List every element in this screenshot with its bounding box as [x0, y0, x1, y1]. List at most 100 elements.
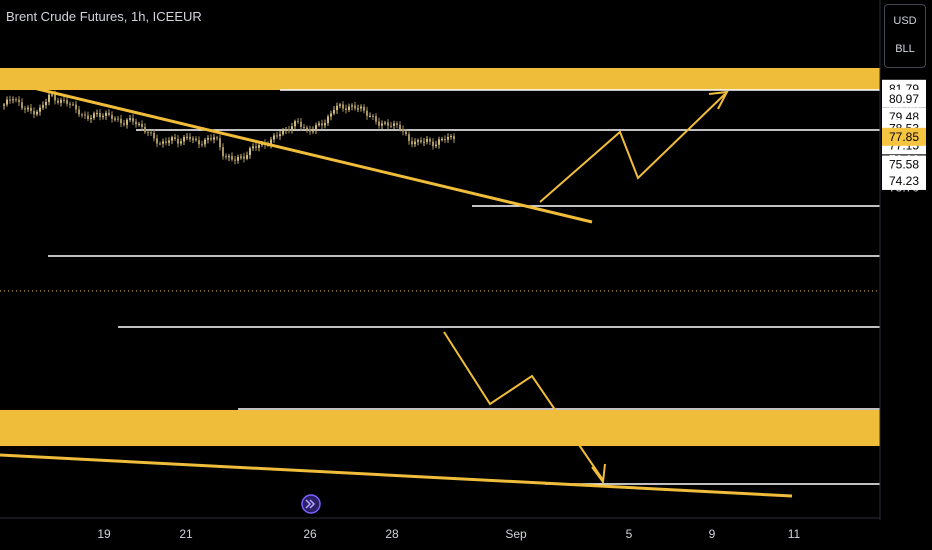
events-icon[interactable] [301, 494, 321, 514]
time-tick-label: 9 [709, 527, 716, 541]
lower-trendline[interactable] [0, 453, 793, 498]
candle-body [201, 144, 203, 146]
time-axis[interactable]: 19 21 26 28 Sep 5 9 11 [97, 527, 800, 541]
candle-body [162, 141, 164, 144]
currency-unit-selector[interactable]: USD BLL [884, 4, 926, 68]
candle-body [198, 140, 200, 145]
candle-body [135, 121, 137, 125]
level-price-tag [882, 89, 926, 108]
time-tick-label: Sep [505, 527, 527, 541]
candle-body [81, 114, 83, 116]
bullish-projection-path[interactable] [539, 93, 726, 203]
current-price-tag [882, 127, 926, 146]
candle-body [69, 103, 71, 105]
candle-body [18, 99, 20, 103]
candle-body [231, 156, 233, 160]
candle-body [294, 121, 296, 127]
candle-body [222, 147, 224, 157]
candle-body [225, 156, 227, 158]
level-price-tag [882, 155, 926, 174]
candle-body [288, 129, 290, 131]
candle-body [183, 136, 185, 142]
candle-body [405, 131, 407, 135]
candle-body [96, 113, 98, 115]
candle-body [120, 118, 122, 124]
candle-body [300, 121, 302, 127]
candle-body [84, 114, 86, 116]
candle-body [87, 115, 89, 120]
candle-body [387, 122, 389, 126]
candle-body [258, 145, 260, 148]
bearish-projection-path[interactable] [443, 331, 604, 481]
candle-body [297, 121, 299, 123]
candle-body [420, 140, 422, 143]
candlestick-series [3, 90, 455, 165]
candle-body [102, 116, 104, 118]
candle-body [447, 137, 449, 140]
candle-body [27, 107, 29, 110]
candle-body [408, 134, 410, 142]
time-tick-label: 11 [788, 527, 801, 541]
candle-body [291, 126, 293, 131]
candle-body [195, 138, 197, 141]
candle-body [429, 139, 431, 142]
candle-body [441, 139, 443, 141]
candle-body [336, 105, 338, 111]
candle-body [42, 105, 44, 108]
candle-body [417, 140, 419, 142]
candle-body [111, 114, 113, 119]
candle-body [363, 106, 365, 111]
candle-body [438, 139, 440, 145]
candle-body [345, 108, 347, 110]
candle-body [180, 141, 182, 144]
candle-body [435, 144, 437, 147]
candle-body [54, 94, 56, 101]
candle-body [168, 140, 170, 143]
candle-body [234, 159, 236, 161]
candle-body [132, 118, 134, 122]
candle-body [126, 119, 128, 125]
level-price-tag [882, 171, 926, 190]
unit-label[interactable]: BLL [895, 43, 915, 55]
currency-label[interactable]: USD [893, 15, 917, 27]
candle-body [393, 123, 395, 126]
candle-body [150, 132, 152, 134]
candle-body [129, 118, 131, 120]
time-tick-label: 21 [179, 527, 193, 541]
candle-body [63, 99, 65, 101]
candle-body [210, 138, 212, 140]
candle-body [114, 118, 116, 120]
candle-body [15, 99, 17, 101]
upper-trendline[interactable] [0, 78, 593, 224]
candle-body [174, 137, 176, 139]
candle-body [444, 139, 446, 141]
candle-body [366, 110, 368, 116]
candle-body [177, 138, 179, 144]
candle-body [12, 99, 14, 101]
candle-body [360, 106, 362, 109]
candle-body [351, 105, 353, 107]
candle-body [348, 106, 350, 110]
candle-body [213, 137, 215, 140]
candle-body [414, 141, 416, 145]
candle-body [342, 104, 344, 109]
candle-body [423, 141, 425, 143]
candle-body [279, 134, 281, 137]
candle-body [324, 123, 326, 126]
candle-body [237, 156, 239, 161]
candle-body [147, 132, 149, 134]
candle-body [390, 125, 392, 127]
candle-body [252, 146, 254, 149]
candle-body [321, 123, 323, 126]
candle-body [384, 122, 386, 124]
candle-body [144, 127, 146, 133]
candle-body [141, 123, 143, 128]
time-tick-label: 5 [626, 527, 633, 541]
time-tick-label: 19 [97, 527, 111, 541]
candle-body [327, 116, 329, 124]
candle-body [204, 139, 206, 145]
candle-body [411, 141, 413, 145]
